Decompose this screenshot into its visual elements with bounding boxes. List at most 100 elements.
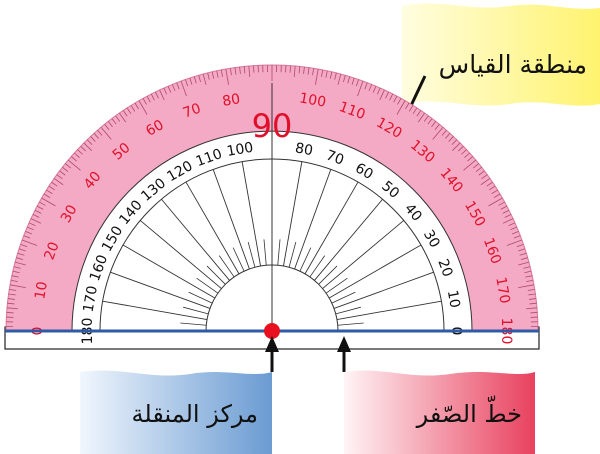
center-tick	[218, 255, 235, 278]
center-tick	[206, 265, 226, 285]
radial-line	[314, 198, 383, 281]
center-tick	[180, 322, 207, 326]
outer-tick	[167, 85, 172, 93]
outer-tick	[234, 67, 237, 75]
outer-tick	[529, 302, 537, 305]
outer-tick	[486, 181, 493, 187]
outer-tick	[34, 209, 42, 214]
outer-tick	[28, 222, 36, 227]
outer-tick	[159, 89, 165, 101]
outer-tick	[347, 76, 351, 84]
outer-scale-number: 170	[492, 276, 512, 305]
outer-tick	[519, 252, 527, 256]
radial-line	[322, 220, 405, 289]
outer-tick	[405, 102, 410, 110]
outer-tick	[115, 115, 121, 122]
radial-line	[212, 169, 250, 270]
outer-tick	[448, 136, 454, 142]
outer-tick	[107, 121, 113, 128]
outer-tick	[67, 159, 81, 171]
radial-line	[102, 300, 208, 320]
outer-tick	[243, 66, 246, 74]
outer-tick	[10, 279, 18, 282]
outer-tick	[513, 235, 521, 239]
radial-line	[294, 169, 332, 270]
outer-tick	[20, 244, 28, 248]
outer-tick	[408, 105, 414, 112]
outer-tick	[463, 159, 477, 171]
outer-tick	[412, 107, 418, 115]
outer-tick	[97, 129, 103, 136]
outer-tick	[303, 66, 305, 74]
outer-tick	[488, 197, 503, 207]
outer-tick	[104, 124, 110, 130]
outer-tick	[321, 69, 324, 77]
center-tick	[318, 265, 338, 285]
outer-tick	[293, 65, 296, 78]
outer-tick	[431, 121, 437, 128]
outer-tick	[452, 142, 461, 151]
center-tick	[196, 277, 219, 294]
outer-tick	[14, 261, 26, 266]
outer-tick	[41, 197, 56, 207]
center-tick	[188, 291, 213, 304]
outer-tick	[6, 307, 19, 310]
outer-tick	[36, 205, 44, 210]
radial-line	[328, 244, 422, 299]
outer-tick	[16, 257, 24, 260]
outer-tick	[312, 68, 315, 76]
outer-tick	[134, 102, 139, 110]
outer-tick	[478, 170, 485, 176]
zero-line-label: خطّ الصّفر	[416, 396, 522, 428]
outer-tick	[467, 156, 474, 162]
outer-tick	[527, 288, 535, 291]
outer-tick	[427, 118, 433, 125]
measure-area-callout: منطقة القياس	[401, 3, 600, 124]
outer-tick	[298, 66, 301, 74]
outer-scale-number: 10	[32, 280, 51, 300]
outer-tick	[493, 193, 501, 198]
center-tick	[325, 277, 348, 294]
outer-tick	[229, 68, 232, 76]
outer-tick	[368, 84, 373, 92]
outer-tick	[193, 76, 197, 84]
inner-scale-number: 60	[352, 160, 375, 183]
outer-tick	[189, 77, 193, 85]
outer-tick	[56, 174, 63, 180]
outer-tick	[337, 73, 342, 85]
outer-tick	[396, 100, 406, 115]
outer-tick	[220, 69, 223, 77]
outer-tick	[524, 270, 532, 274]
outer-tick	[379, 89, 385, 101]
outer-tick	[525, 307, 538, 310]
outer-tick	[372, 85, 377, 93]
outer-tick	[130, 105, 136, 112]
outer-tick	[417, 112, 425, 123]
outer-tick	[248, 65, 251, 78]
outer-tick	[13, 266, 21, 269]
outer-tick	[307, 67, 310, 75]
outer-tick	[520, 257, 528, 260]
center-tick	[337, 322, 364, 326]
inner-scale-number: 20	[434, 257, 455, 279]
center-tick	[299, 247, 312, 272]
outer-tick	[364, 82, 368, 90]
outer-tick	[445, 133, 451, 139]
center-flag	[80, 370, 272, 454]
outer-tick	[434, 124, 440, 130]
radial-line	[283, 161, 303, 267]
outer-scale-number: 80	[221, 91, 241, 110]
radial-line	[161, 198, 230, 281]
outer-tick	[508, 222, 516, 227]
center-arrow	[265, 336, 279, 372]
outer-tick	[202, 73, 207, 85]
outer-scale-number: 100	[298, 90, 327, 110]
outer-tick	[325, 70, 328, 78]
outer-tick	[51, 181, 58, 187]
outer-tick	[53, 178, 64, 186]
center-tick	[263, 239, 267, 266]
outer-tick	[525, 275, 533, 278]
outer-tick	[315, 68, 319, 85]
radial-line	[304, 181, 359, 275]
